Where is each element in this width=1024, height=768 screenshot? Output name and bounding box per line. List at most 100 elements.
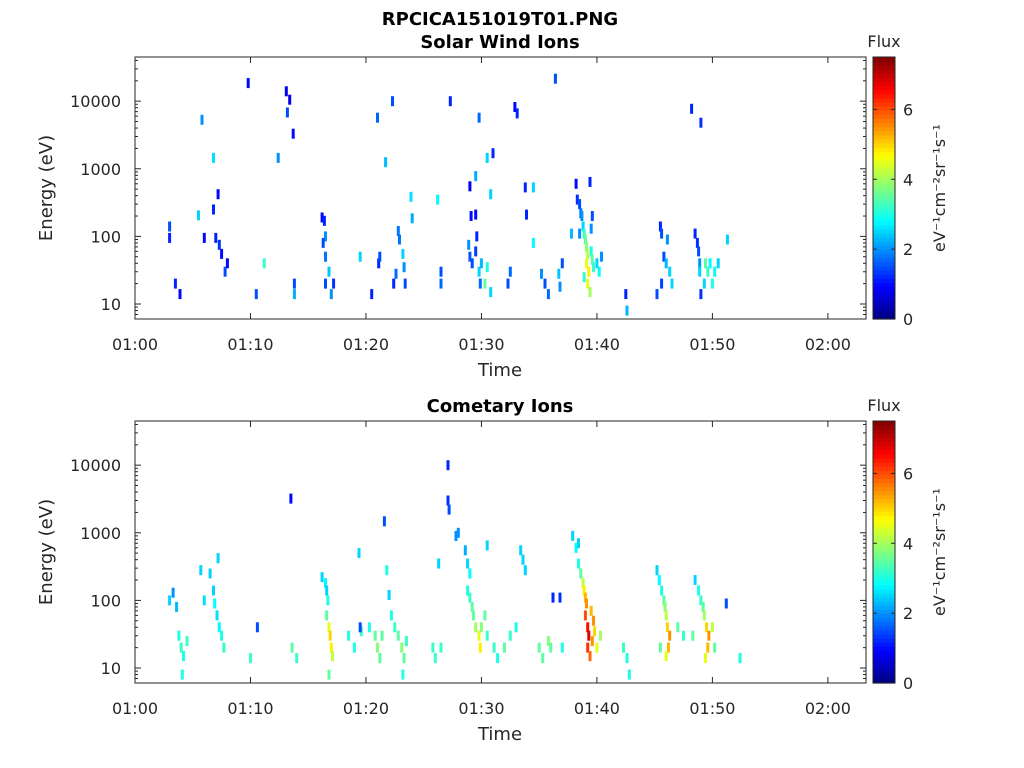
colorbar-segment [873,457,895,463]
heatmap-cell [662,251,666,262]
heatmap-cell [329,289,333,300]
heatmap-cell [358,251,362,262]
heatmap-cell [391,96,394,107]
x-tick-label: 01:30 [458,335,504,354]
colorbar-segment [873,216,895,222]
heatmap-cell [246,78,250,89]
heatmap-cell [288,94,292,105]
heatmap-cell [290,642,294,653]
heatmap-cell [664,610,668,621]
colorbar-segment [873,159,895,165]
heatmap-cell [173,278,177,289]
colorbar-segment [873,637,895,643]
colorbar-segment [873,302,895,308]
colorbar-segment [873,290,895,296]
x-tick-label: 01:10 [227,335,273,354]
heatmap-cell [531,237,535,248]
heatmap-cell [655,289,659,300]
heatmap-cell [439,278,443,289]
plot-frame [134,56,867,320]
heatmap-cell [560,642,564,653]
colorbar-segment [873,674,895,680]
colorbar: 0 2 4 6 [872,420,913,693]
heatmap-cell [326,595,330,606]
colorbar-segment [873,97,895,103]
colorbar-segment [873,592,895,598]
x-axis-label: Time [477,724,522,745]
heatmap-cell [474,171,478,182]
heatmap-cell [581,578,585,589]
heatmap-cell [624,289,628,300]
heatmap-cell [470,258,474,269]
heatmap-cell [463,545,467,556]
panel-title: Cometary Ions [427,396,574,417]
x-tick-label: 01:20 [343,699,389,718]
heatmap-cell [716,258,720,269]
colorbar-segment [873,188,895,193]
heatmap-cell [513,102,517,112]
heatmap-cell [474,209,478,220]
colorbar-segment [873,114,895,119]
colorbar-segment [873,482,895,488]
heatmap-cell [387,590,391,600]
heatmap-cell [523,182,527,193]
heatmap-cell [409,191,413,202]
heatmap-cell [588,176,592,187]
colorbar-segment [873,261,895,267]
heatmap-cell [574,542,578,553]
heatmap-cell [704,258,707,269]
colorbar-tick-label: 0 [903,310,913,329]
colorbar-segment [873,286,895,291]
colorbar-segment [873,461,895,467]
heatmap-cell [583,234,587,245]
colorbar-segment [873,597,895,602]
colorbar: 0 2 4 6 [872,56,913,329]
colorbar-segment [873,625,895,631]
heatmap-cell [475,231,479,242]
heatmap-cell [216,189,220,200]
colorbar-segment [873,556,895,561]
colorbar-segment [873,265,895,271]
heatmap-cell [577,558,580,569]
heatmap-cell [352,642,356,653]
heatmap-cell [477,266,481,277]
heatmap-cell [212,585,215,596]
heatmap-cell [325,610,329,621]
heatmap-cell [558,592,562,603]
heatmap-cell [179,642,183,653]
heatmap-cell [217,622,221,633]
heatmap-cell [477,630,481,641]
heatmap-cell [262,258,266,269]
heatmap-cell [327,266,331,277]
colorbar-segment [873,564,895,569]
y-axis-label: Energy (eV) [36,499,57,605]
heatmap-cell [489,287,493,298]
heatmap-cell [468,592,472,603]
heatmap-cell [357,548,361,559]
colorbar-segment [873,470,895,475]
heatmap-cell [284,86,288,97]
heatmap-cell [625,305,629,316]
heatmap-cell [699,595,703,606]
x-tick-label: 01:20 [343,335,389,354]
heatmap-cell [587,266,591,277]
colorbar-segment [873,666,895,672]
heatmap-cell [725,234,729,245]
heatmap-cell [483,610,487,621]
heatmap-cell [706,266,710,277]
colorbar-segment [873,130,895,136]
colorbar-segment [873,613,895,619]
colorbar-segment [873,621,895,627]
x-tick-label: 01:10 [227,699,273,718]
heatmap-cell [474,622,478,633]
colorbar-segment [873,421,895,426]
heatmap-cell [582,228,586,239]
heatmap-cell [713,642,717,653]
heatmap-cell [586,248,590,259]
heatmap-cell [454,530,458,541]
heatmap-cell [289,493,293,504]
colorbar-segment [873,155,895,160]
colorbar-segment [873,437,895,443]
heatmap-cell [702,278,706,289]
x-tick-label: 01:50 [689,335,735,354]
